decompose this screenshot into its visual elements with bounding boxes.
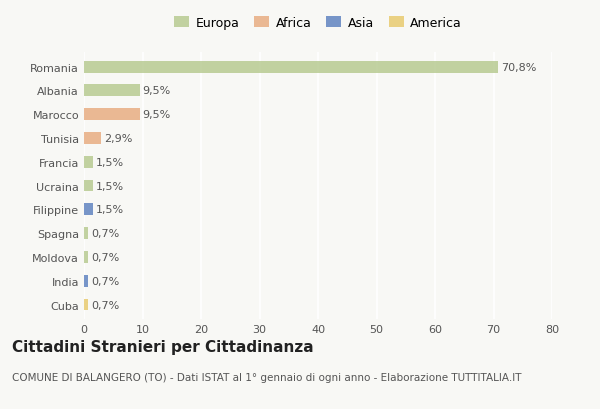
Text: 9,5%: 9,5% xyxy=(143,110,171,120)
Text: 70,8%: 70,8% xyxy=(501,63,536,72)
Text: 0,7%: 0,7% xyxy=(91,300,119,310)
Text: COMUNE DI BALANGERO (TO) - Dati ISTAT al 1° gennaio di ogni anno - Elaborazione : COMUNE DI BALANGERO (TO) - Dati ISTAT al… xyxy=(12,372,521,382)
Text: 0,7%: 0,7% xyxy=(91,252,119,262)
Text: 0,7%: 0,7% xyxy=(91,276,119,286)
Bar xyxy=(84,228,88,240)
Text: 1,5%: 1,5% xyxy=(96,181,124,191)
Bar xyxy=(84,61,498,73)
Text: Cittadini Stranieri per Cittadinanza: Cittadini Stranieri per Cittadinanza xyxy=(12,339,314,355)
Bar xyxy=(84,180,93,192)
Text: 1,5%: 1,5% xyxy=(96,157,124,167)
Bar xyxy=(84,275,88,287)
Text: 9,5%: 9,5% xyxy=(143,86,171,96)
Bar xyxy=(84,133,101,144)
Bar xyxy=(84,156,93,168)
Text: 1,5%: 1,5% xyxy=(96,205,124,215)
Bar xyxy=(84,109,140,121)
Bar xyxy=(84,252,88,263)
Text: 2,9%: 2,9% xyxy=(104,134,132,144)
Bar xyxy=(84,299,88,311)
Bar xyxy=(84,204,93,216)
Bar xyxy=(84,85,140,97)
Legend: Europa, Africa, Asia, America: Europa, Africa, Asia, America xyxy=(169,11,467,34)
Text: 0,7%: 0,7% xyxy=(91,229,119,238)
